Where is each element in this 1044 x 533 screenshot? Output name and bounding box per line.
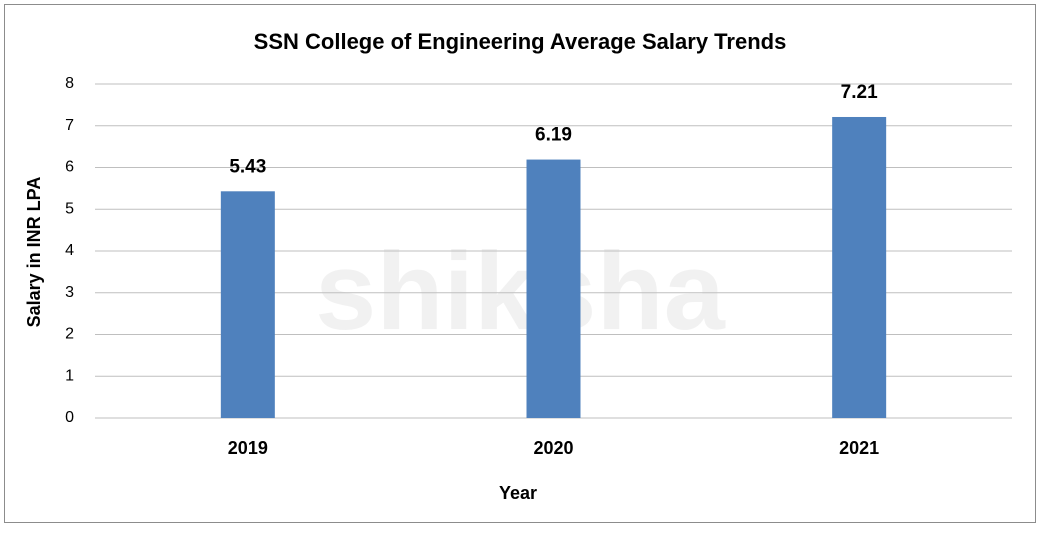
y-tick-label: 5 (65, 200, 74, 217)
y-tick-label: 6 (65, 159, 74, 176)
bar (220, 191, 275, 418)
y-tick-label: 2 (65, 326, 74, 343)
x-tick-label: 2021 (839, 438, 879, 458)
y-axis-label: Salary in INR LPA (24, 177, 44, 328)
y-tick-label: 0 (65, 409, 74, 426)
x-tick-label: 2020 (533, 438, 573, 458)
value-label: 5.43 (229, 156, 266, 177)
y-tick-label: 1 (65, 367, 74, 384)
y-tick-label: 7 (65, 117, 74, 134)
y-tick-label: 4 (65, 242, 74, 259)
chart-title: SSN College of Engineering Average Salar… (254, 29, 787, 54)
bar (526, 159, 581, 418)
bar (832, 116, 887, 419)
value-label: 7.21 (841, 82, 878, 103)
y-tick-label: 8 (65, 75, 74, 92)
y-tick-label: 3 (65, 284, 74, 301)
value-label: 6.19 (535, 125, 572, 146)
x-tick-label: 2019 (228, 438, 268, 458)
x-axis-label: Year (499, 483, 537, 503)
